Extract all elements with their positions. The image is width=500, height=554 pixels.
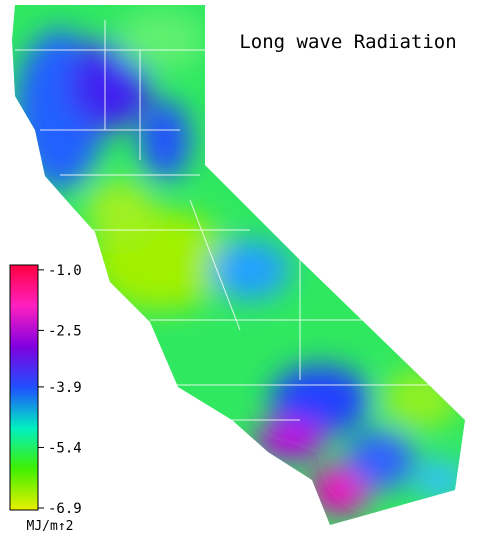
- colorbar: [9, 264, 39, 511]
- colorbar-unit: MJ/m↑2: [27, 519, 74, 534]
- colorbar-tick-label: -5.4: [48, 440, 82, 456]
- colorbar-tick-label: -1.0: [48, 263, 82, 279]
- colorbar-tick-label: -3.9: [48, 380, 82, 396]
- colorbar-tick-label: -6.9: [48, 501, 82, 517]
- map-title: Long wave Radiation: [239, 31, 456, 53]
- colorbar-tick-label: -2.5: [48, 323, 82, 339]
